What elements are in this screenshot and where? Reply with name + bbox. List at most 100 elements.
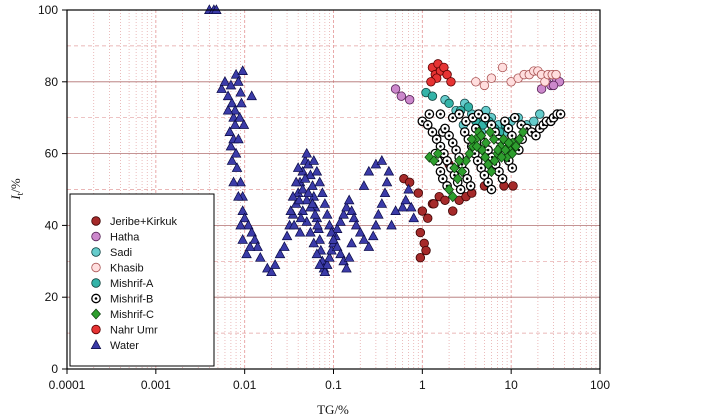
point-water	[241, 248, 252, 259]
point-water	[314, 234, 326, 244]
point-jeribe-kirkuk	[429, 199, 439, 209]
point-hatha	[548, 80, 559, 91]
point-mishrif-b	[427, 127, 438, 137]
point-water	[307, 198, 318, 208]
point-mishrif-b	[440, 123, 450, 134]
point-water	[363, 165, 375, 176]
point-water	[290, 176, 302, 187]
point-water	[346, 237, 357, 248]
point-water	[379, 187, 391, 198]
point-mishrif-c	[500, 144, 511, 156]
point-water	[255, 251, 266, 262]
legend-label-khasib: Khasib	[110, 263, 144, 275]
legend-label-hatha: Hatha	[110, 232, 140, 244]
point-mishrif-b	[497, 173, 508, 184]
point-water	[279, 241, 290, 251]
point-jeribe-kirkuk	[413, 188, 423, 198]
point-water	[243, 219, 254, 230]
marker-dot	[486, 181, 490, 184]
point-water	[305, 226, 316, 237]
point-mishrif-c	[510, 140, 521, 152]
point-water	[237, 65, 248, 75]
point-water	[226, 97, 238, 108]
point-water	[324, 251, 335, 262]
point-mishrif-c	[433, 148, 443, 160]
point-khasib	[479, 80, 490, 91]
series-hatha	[390, 73, 565, 105]
series-nahr-umr	[426, 59, 456, 87]
point-water	[358, 234, 370, 244]
point-water	[252, 241, 263, 251]
marker-dot	[459, 188, 462, 191]
point-water	[341, 201, 352, 212]
point-mishrif-b	[454, 109, 465, 119]
point-mishrif-c	[457, 166, 468, 178]
point-water	[230, 147, 242, 158]
point-mishrif-b	[476, 163, 487, 173]
point-mishrif-c	[514, 133, 525, 145]
point-water	[397, 201, 408, 212]
point-jeribe-kirkuk	[508, 181, 518, 191]
point-water	[370, 219, 382, 230]
point-mishrif-c	[486, 166, 497, 178]
point-water	[226, 155, 238, 165]
marker-dot	[451, 141, 455, 145]
legend-label-nahr-umr: Nahr Umr	[110, 325, 158, 337]
point-water	[235, 219, 246, 230]
point-water	[249, 234, 261, 244]
point-mishrif-b	[461, 116, 471, 127]
point-water	[246, 226, 257, 237]
point-water	[343, 251, 355, 262]
point-water	[301, 147, 313, 158]
point-jeribe-kirkuk	[417, 206, 428, 216]
point-nahr-umr	[442, 69, 452, 80]
marker-dot	[443, 127, 447, 130]
marker-dot	[465, 177, 469, 181]
point-mishrif-a	[463, 102, 474, 112]
point-water	[405, 201, 417, 212]
point-mishrif-b	[555, 109, 566, 119]
marker-dot	[441, 177, 445, 181]
point-water	[211, 4, 222, 14]
point-water	[295, 212, 307, 223]
point-water	[367, 230, 379, 241]
y-tick-label: 40	[45, 218, 59, 232]
point-mishrif-b	[531, 130, 541, 141]
point-water	[234, 111, 246, 122]
point-water	[319, 198, 331, 208]
legend-label-mishrif-c: Mishrif-C	[110, 309, 154, 321]
point-mishrif-c	[454, 155, 465, 167]
point-water	[244, 241, 256, 251]
legend-marker-mishrif-c	[91, 308, 101, 320]
point-nahr-umr	[426, 77, 436, 87]
y-tick-label: 20	[45, 290, 59, 304]
point-water	[390, 205, 401, 215]
point-mishrif-c	[496, 151, 507, 163]
point-water	[376, 198, 388, 208]
point-water	[231, 162, 243, 172]
point-hatha	[390, 84, 401, 94]
marker-dot	[534, 134, 538, 137]
point-jeribe-kirkuk	[415, 227, 426, 238]
point-khasib	[486, 73, 497, 83]
point-water	[228, 176, 239, 187]
point-water	[408, 212, 420, 223]
point-water	[346, 205, 357, 215]
point-water	[297, 183, 308, 194]
point-water	[400, 194, 412, 205]
marker-dot	[519, 123, 523, 127]
point-water	[341, 262, 352, 273]
point-water	[381, 176, 393, 187]
series-jeribe-kirkuk	[399, 159, 518, 263]
y-axis-title-suffix: /%	[8, 178, 23, 193]
point-mishrif-b	[480, 112, 491, 123]
point-khasib	[551, 69, 561, 80]
point-water	[386, 219, 397, 230]
point-mishrif-c	[507, 148, 518, 160]
legend-marker-mishrif-a	[91, 278, 101, 288]
marker-dot	[439, 170, 442, 173]
marker-dot	[439, 112, 442, 116]
point-water	[235, 86, 246, 97]
x-tick-label: 0.1	[325, 378, 342, 392]
